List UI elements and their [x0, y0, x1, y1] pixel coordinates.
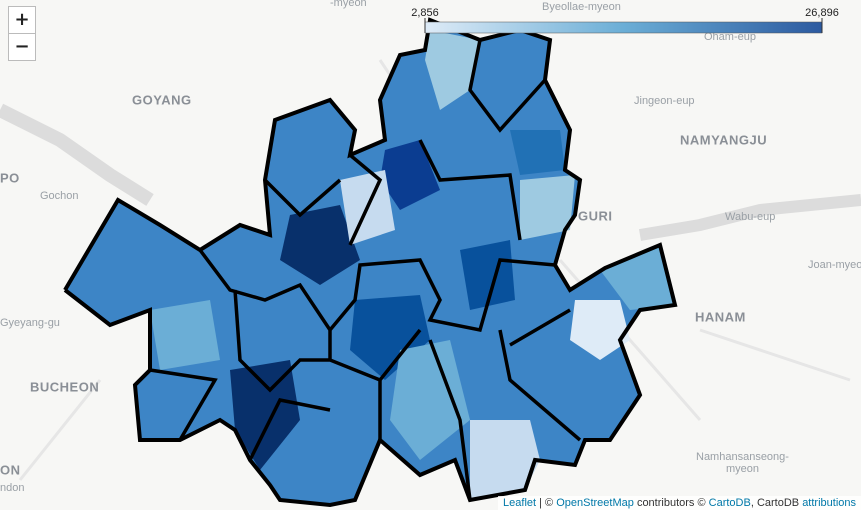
place-label: Gyeyang-gu — [0, 317, 60, 329]
attribution: Leaflet | © OpenStreetMap contributors ©… — [498, 496, 861, 510]
attribution-text: | © — [539, 497, 554, 509]
attribution-link[interactable]: OpenStreetMap — [556, 497, 634, 509]
place-label: -myeon — [330, 0, 367, 9]
city-border — [63, 17, 678, 508]
legend-tick-label: 26,896 — [805, 7, 839, 19]
place-label: HANAM — [695, 309, 746, 324]
district — [520, 175, 575, 240]
place-label: Gochon — [40, 190, 79, 202]
place-label: ON — [0, 462, 21, 477]
district — [460, 240, 515, 310]
place-label: myeon — [726, 463, 759, 475]
district — [390, 340, 470, 460]
district — [230, 360, 300, 470]
place-label: GOYANG — [132, 92, 192, 107]
zoom-in[interactable]: + — [8, 6, 36, 34]
place-label: NAMYANGJU — [680, 132, 767, 147]
district — [280, 205, 360, 285]
place-label: Namhansanseong- — [696, 451, 789, 463]
legend-bar — [424, 21, 823, 34]
river — [639, 194, 861, 241]
district — [570, 300, 630, 360]
zoom-out[interactable]: − — [8, 33, 36, 61]
legend: 2,856 26,896 — [411, 7, 839, 34]
district — [150, 300, 220, 370]
district-borders — [149, 39, 582, 501]
district — [600, 245, 675, 310]
district — [380, 140, 440, 210]
district — [425, 30, 480, 110]
place-label: ndon — [0, 482, 24, 494]
place-label: Oham-eup — [704, 31, 756, 43]
place-label: BUCHEON — [30, 379, 99, 394]
district — [470, 420, 540, 500]
place-label: Byeollae-myeon — [542, 1, 621, 13]
attribution-link[interactable]: CartoDB — [708, 497, 751, 509]
attribution-link[interactable]: attributions — [802, 497, 856, 509]
place-label: GURI — [578, 208, 613, 223]
attribution-link[interactable]: Leaflet — [503, 497, 537, 509]
river — [0, 103, 154, 206]
choropleth — [63, 17, 678, 508]
district — [510, 130, 565, 175]
place-label: Wabu-eup — [725, 211, 775, 223]
district — [350, 295, 430, 380]
legend-tick-label: 2,856 — [411, 7, 439, 19]
attribution-text: contributors © — [636, 497, 706, 509]
attribution-text: , CartoDB — [750, 497, 800, 509]
place-label: Jingeon-eup — [634, 95, 695, 107]
place-label: PO — [0, 170, 20, 185]
place-label: Joan-myeon — [808, 259, 861, 271]
